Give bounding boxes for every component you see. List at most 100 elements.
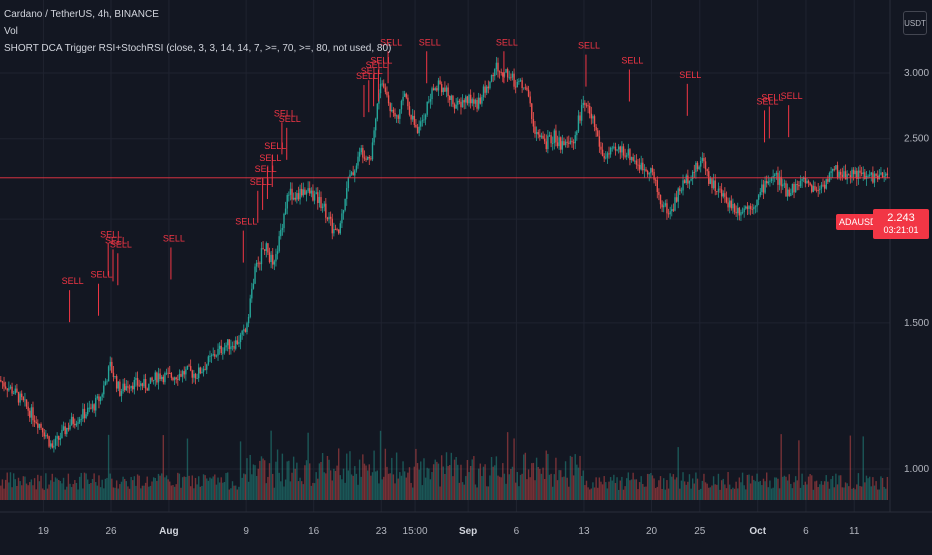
volume-bar <box>98 475 100 500</box>
volume-bar <box>273 487 276 500</box>
time-tick-label: 25 <box>694 526 706 537</box>
sell-signal-label: SELL <box>679 70 701 80</box>
volume-bar <box>48 484 50 500</box>
volume-bar <box>658 480 660 500</box>
candle-body <box>455 104 457 109</box>
volume-bar <box>778 488 781 500</box>
volume-bar <box>534 480 536 500</box>
volume-bar <box>410 482 412 500</box>
candle-body <box>151 377 153 381</box>
volume-bar <box>822 484 824 500</box>
volume-bar <box>880 476 882 500</box>
candle-body <box>815 189 818 191</box>
candle-body <box>627 149 630 156</box>
candle-body <box>468 94 470 104</box>
candle-body <box>387 95 390 104</box>
candle-body <box>503 72 506 77</box>
candle-body <box>801 178 803 181</box>
volume-bar <box>849 435 852 500</box>
candle-body <box>706 169 708 172</box>
candle-body <box>843 171 845 177</box>
volume-bar <box>387 473 390 500</box>
volume-bar <box>381 479 383 500</box>
volume-bar <box>473 456 475 500</box>
volume-bar <box>323 472 325 500</box>
time-tick-label: 26 <box>105 526 117 537</box>
volume-bar <box>416 463 419 500</box>
candle-body <box>788 189 790 196</box>
volume-bar <box>860 486 863 500</box>
time-tick-label: 9 <box>243 526 249 537</box>
volume-bar <box>666 480 668 500</box>
candle-body <box>371 142 374 160</box>
candle-body <box>735 211 737 214</box>
candle-body <box>774 174 776 176</box>
candle-body <box>80 418 82 420</box>
bar-countdown: 03:21:01 <box>883 225 919 235</box>
volume-bar <box>815 480 818 500</box>
candle-body <box>143 378 145 387</box>
candle-body <box>140 383 142 386</box>
legend-symbol-title[interactable]: Cardano / TetherUS, 4h, BINANCE <box>4 9 159 20</box>
candle-body <box>128 387 131 389</box>
currency-button[interactable]: USDT <box>903 11 927 35</box>
volume-bar <box>352 475 354 500</box>
sell-signal-label: SELL <box>264 141 286 151</box>
candle-body <box>243 329 245 331</box>
candle-body <box>315 192 317 195</box>
volume-bar <box>688 474 691 500</box>
volume-bar <box>817 487 819 500</box>
candle-body <box>276 251 279 255</box>
candle-body <box>386 91 388 96</box>
volume-bar <box>753 479 755 500</box>
candle-body <box>883 176 885 178</box>
volume-bar <box>69 483 71 500</box>
candle-body <box>297 193 300 200</box>
legend-volume[interactable]: Vol <box>4 26 18 37</box>
volume-bar <box>40 475 42 500</box>
candle-body <box>292 197 295 200</box>
candle-body <box>447 87 449 96</box>
volume-bar <box>675 477 678 500</box>
volume-bar <box>333 468 335 500</box>
volume-bar <box>883 486 885 500</box>
candle-body <box>180 373 182 377</box>
volume-bar <box>346 453 348 500</box>
candle-body <box>809 182 811 185</box>
candle-body <box>569 140 572 144</box>
volume-bar <box>281 453 284 500</box>
volume-bar <box>46 488 49 500</box>
candle-body <box>691 171 694 180</box>
volume-bar <box>320 461 322 500</box>
volume-bar <box>558 470 560 500</box>
candle-body <box>553 130 556 144</box>
volume-bar <box>355 473 358 500</box>
candle-body <box>123 383 126 391</box>
volume-bar <box>35 489 37 500</box>
candle-body <box>399 109 401 119</box>
candle-body <box>518 81 520 82</box>
volume-bar <box>543 479 546 500</box>
legend-indicator[interactable]: SHORT DCA Trigger RSI+StochRSI (close, 3… <box>4 43 392 54</box>
volume-bar <box>651 475 654 500</box>
candle-body <box>337 229 340 234</box>
candle-body <box>252 283 255 289</box>
candle-body <box>136 377 139 386</box>
candle-body <box>867 175 869 177</box>
sell-signal-label: SELL <box>370 56 392 66</box>
candle-body <box>606 153 609 158</box>
volume-bar <box>886 476 889 500</box>
volume-bar <box>679 488 681 500</box>
candle-body <box>614 146 617 151</box>
volume-bar <box>130 476 132 500</box>
volume-bar <box>206 478 208 500</box>
time-axis[interactable]: 19 26 Aug 9 16 23 15:00 Sep 6 13 20 25 Oct 6 11 <box>38 526 860 537</box>
candle-body <box>793 183 795 193</box>
candle-body <box>765 180 768 184</box>
candle-body <box>249 298 251 317</box>
volume-bar <box>616 477 618 500</box>
candle-body <box>521 80 523 89</box>
